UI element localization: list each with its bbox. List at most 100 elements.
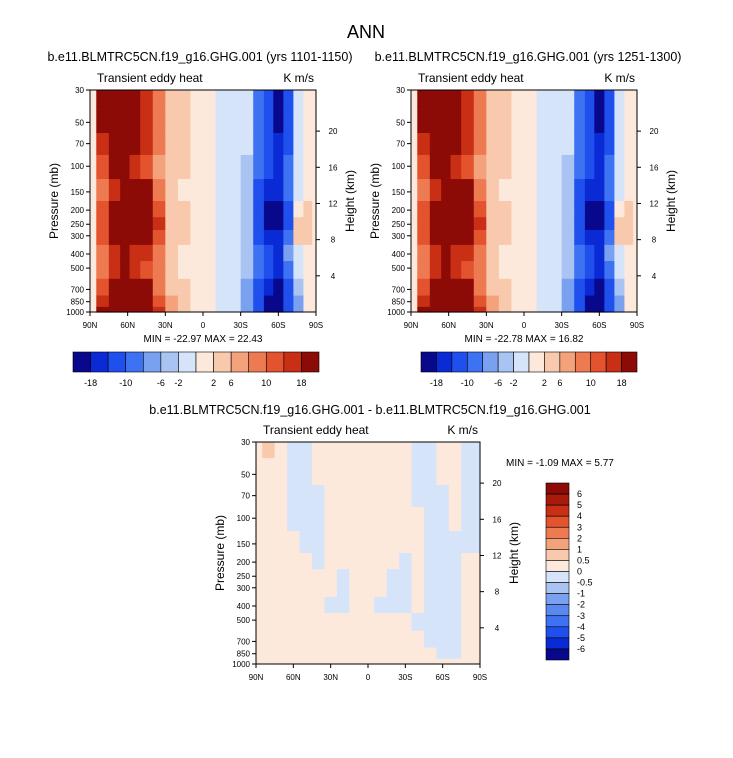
colorbar-swatch (436, 351, 453, 373)
field-cell (273, 230, 284, 246)
field-cell (312, 278, 317, 297)
field-cell (240, 230, 254, 246)
colorbar-label: -0.5 (577, 578, 593, 588)
field-cell (511, 295, 525, 308)
field-cell (336, 442, 350, 459)
panel-left-label: Transient eddy heat (418, 71, 524, 85)
field-cell (273, 278, 284, 297)
field-cell (424, 484, 438, 508)
field-cell (215, 132, 229, 156)
field-cell (190, 230, 204, 246)
field-cell (511, 278, 525, 297)
field-cell (203, 132, 217, 156)
field-cell (498, 154, 513, 180)
field-cell (536, 261, 550, 280)
field-cell (253, 306, 265, 313)
field-cell (399, 630, 413, 649)
y-axis-title: Pressure (mb) (213, 515, 227, 591)
field-cell (473, 261, 487, 280)
field-cell (604, 106, 615, 134)
field-cell (411, 306, 418, 313)
y-tick-label: 70 (241, 492, 250, 501)
field-cell (312, 506, 326, 532)
field-cell (511, 201, 525, 218)
field-cell (177, 217, 192, 231)
field-cell (614, 278, 626, 297)
field-cell (165, 154, 179, 180)
field-cell (473, 531, 481, 554)
field-cell (633, 230, 638, 246)
field-cell (429, 132, 442, 156)
field-cell (399, 658, 413, 665)
field-cell (436, 582, 450, 598)
colorbar-swatch (545, 493, 570, 506)
field-cell (614, 179, 626, 202)
field-cell (374, 647, 388, 660)
field-cell (424, 647, 438, 660)
field-cell (90, 295, 97, 308)
colorbar-swatch (545, 560, 570, 572)
field-cell (120, 132, 131, 156)
field-cell (411, 201, 418, 218)
field-cell (215, 217, 229, 231)
field-cell (604, 278, 615, 297)
field-cell (240, 154, 254, 180)
colorbar-swatch (545, 571, 570, 583)
field-cell (336, 484, 350, 508)
field-cell (312, 295, 317, 308)
field-cell (429, 295, 442, 308)
colorbar-swatch (545, 482, 570, 495)
field-cell (140, 154, 154, 180)
field-cell (283, 230, 294, 246)
field-cell (293, 244, 305, 262)
field-cell (624, 154, 634, 180)
field-cell (549, 261, 563, 280)
field-cell (303, 154, 313, 180)
field-cell (486, 132, 500, 156)
field-cell (511, 244, 525, 262)
field-cell (108, 106, 121, 134)
field-cell (411, 132, 418, 156)
x-tick-label: 60S (592, 321, 606, 330)
field-cell (108, 217, 121, 231)
field-cell (386, 630, 400, 649)
field-cell (561, 230, 575, 246)
field-cell (549, 230, 563, 246)
field-cell (549, 244, 563, 262)
field-cell (374, 630, 388, 649)
colorbar-swatch (178, 351, 197, 373)
field-cell (177, 230, 192, 246)
field-cell (262, 458, 276, 486)
field-cell (324, 553, 338, 570)
field-cell (361, 569, 375, 583)
field-cell (215, 278, 229, 297)
colorbar-swatch (248, 351, 267, 373)
field-cell (386, 613, 400, 632)
field-cell (594, 306, 605, 313)
x-tick-label: 0 (366, 673, 371, 682)
field-cell (96, 306, 110, 313)
field-cell (349, 630, 363, 649)
field-cell (120, 154, 131, 180)
field-cell (90, 230, 97, 246)
field-cell (215, 244, 229, 262)
field-cell (411, 261, 418, 280)
field-cell (411, 230, 418, 246)
field-cell (203, 295, 217, 308)
field-cell (263, 295, 274, 308)
field-cell (240, 278, 254, 297)
field-cell (461, 179, 475, 202)
y-tick-label: 250 (237, 572, 251, 581)
field-cell (312, 582, 326, 598)
field-cell (511, 217, 525, 231)
colorbar-swatch (559, 351, 576, 373)
y-right-tick-label: 20 (329, 127, 338, 136)
field-cell (441, 106, 452, 134)
colorbar-swatch (265, 351, 285, 373)
colorbar-swatch (125, 351, 144, 373)
field-cell (203, 278, 217, 297)
field-cell (263, 261, 274, 280)
field-cell (165, 90, 179, 107)
field-cell (152, 90, 166, 107)
field-cell (461, 596, 475, 614)
